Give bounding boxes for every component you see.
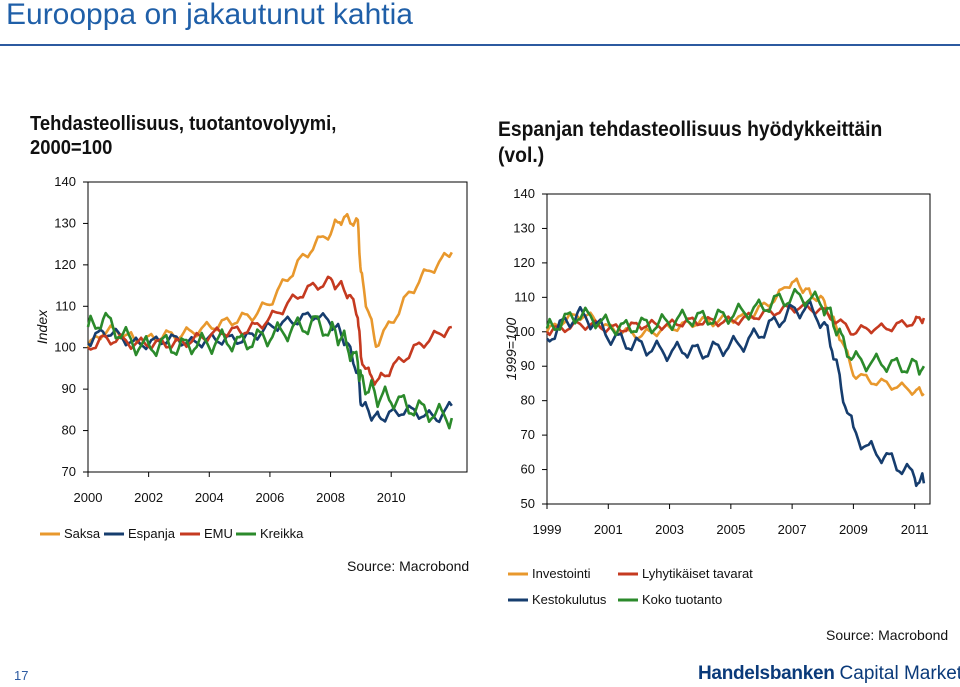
chart1-x-tick-label: 2001 (594, 522, 623, 537)
chart1-x-tick-label: 2007 (778, 522, 807, 537)
chart0-x-tick-label: 2008 (316, 490, 345, 505)
logo-secondary: Capital Markets (839, 663, 960, 684)
chart0-y-tick-label: 140 (54, 174, 76, 189)
slide-title: Eurooppa on jakautunut kahtia (6, 0, 413, 31)
chart1-y-tick-label: 100 (513, 324, 535, 339)
chart1-y-tick-label: 60 (521, 462, 535, 477)
chart1-y-tick-label: 120 (513, 255, 535, 270)
right-chart-title: Espanjan tehdasteollisuus hyödykkeittäin (498, 118, 883, 141)
chart1-plot-frame (546, 193, 931, 505)
chart0-x-tick-label: 2004 (195, 490, 224, 505)
chart1-y-tick-label: 90 (521, 358, 535, 373)
chart0-series-line-emu (87, 275, 453, 386)
brand-logo: Handelsbanken Capital Markets (698, 663, 960, 685)
chart0-legend-label: Saksa (64, 526, 101, 541)
chart0-y-tick-label: 120 (54, 257, 76, 272)
chart0-x-tick-label: 2010 (377, 490, 406, 505)
chart0-y-tick-label: 80 (62, 423, 76, 438)
chart1-legend-label: Lyhytikäiset tavarat (642, 566, 753, 581)
chart0-y-tick-label: 130 (54, 215, 76, 230)
chart0-plot-frame (87, 181, 468, 473)
chart1-y-tick-label: 50 (521, 496, 535, 511)
chart1-legend-label: Investointi (532, 566, 591, 581)
chart1-y-axis-label: 1999=100 (503, 317, 519, 380)
chart1-series-line-investointi (545, 277, 925, 397)
chart0-series-line-saksa (86, 212, 453, 349)
title-divider (0, 44, 960, 46)
chart1-legend-label: Kestokulutus (532, 592, 607, 607)
chart1-series-line-koko-tuotanto (545, 287, 926, 376)
left-chart-title: Tehdasteollisuus, tuotantovolyymi, (30, 113, 337, 135)
logo-primary: Handelsbanken (698, 663, 835, 684)
chart1-x-tick-label: 2003 (655, 522, 684, 537)
chart0-x-tick-label: 2000 (74, 490, 103, 505)
chart0-legend-label: EMU (204, 526, 233, 541)
chart1-y-tick-label: 80 (521, 393, 535, 408)
right-line-chart: 50 60 70 80 90 100 110 120 130 140 1999 2001 2003 200… (503, 186, 931, 607)
page-number: 17 (14, 668, 29, 683)
chart1-y-tick-label: 70 (521, 427, 535, 442)
chart0-y-axis-label: Index (34, 309, 50, 344)
right-chart-subtitle: (vol.) (498, 144, 545, 167)
chart1-x-tick-label: 1999 (533, 522, 562, 537)
chart0-legend-label: Espanja (128, 526, 176, 541)
chart1-legend-label: Koko tuotanto (642, 592, 722, 607)
chart1-x-tick-label: 2011 (901, 522, 929, 537)
chart0-x-tick-label: 2002 (134, 490, 163, 505)
chart1-y-tick-label: 110 (514, 289, 535, 304)
chart0-y-tick-label: 70 (62, 464, 76, 479)
chart0-series-line-espanja (87, 311, 453, 424)
chart0-legend-label: Kreikka (260, 526, 304, 541)
chart0-y-tick-label: 90 (62, 381, 76, 396)
left-chart-subtitle: 2000=100 (30, 137, 113, 159)
left-chart-source: Source: Macrobond (347, 558, 470, 574)
chart0-series-line-kreikka (86, 311, 454, 430)
chart0-y-tick-label: 110 (55, 298, 76, 313)
chart0-x-tick-label: 2006 (255, 490, 284, 505)
chart1-x-tick-label: 2005 (716, 522, 745, 537)
chart0-y-tick-label: 100 (54, 340, 76, 355)
chart1-series-line-kestokulutus (546, 299, 926, 488)
right-chart-source: Source: Macrobond (826, 627, 949, 643)
chart1-x-tick-label: 2009 (839, 522, 868, 537)
chart1-y-tick-label: 140 (513, 186, 535, 201)
chart1-y-tick-label: 130 (513, 220, 535, 235)
left-line-chart: 70 80 90 100 110 120 130 140 2000 2002 2004 2006 200… (34, 174, 468, 541)
